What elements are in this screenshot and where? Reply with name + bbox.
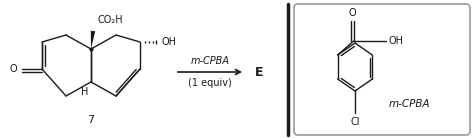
Text: O: O bbox=[9, 64, 17, 74]
Polygon shape bbox=[91, 31, 95, 49]
Text: OH: OH bbox=[389, 36, 404, 46]
Text: E: E bbox=[255, 65, 264, 79]
Text: Cl: Cl bbox=[350, 117, 360, 127]
Text: m-CPBA: m-CPBA bbox=[388, 99, 430, 109]
FancyBboxPatch shape bbox=[294, 4, 470, 135]
Text: (1 equiv): (1 equiv) bbox=[188, 78, 232, 88]
Text: 7: 7 bbox=[87, 115, 94, 125]
Text: O: O bbox=[349, 8, 356, 18]
Text: m-CPBA: m-CPBA bbox=[191, 56, 229, 66]
Text: CO₂H: CO₂H bbox=[97, 15, 123, 25]
Text: H: H bbox=[81, 87, 88, 97]
Text: OH: OH bbox=[162, 37, 177, 47]
